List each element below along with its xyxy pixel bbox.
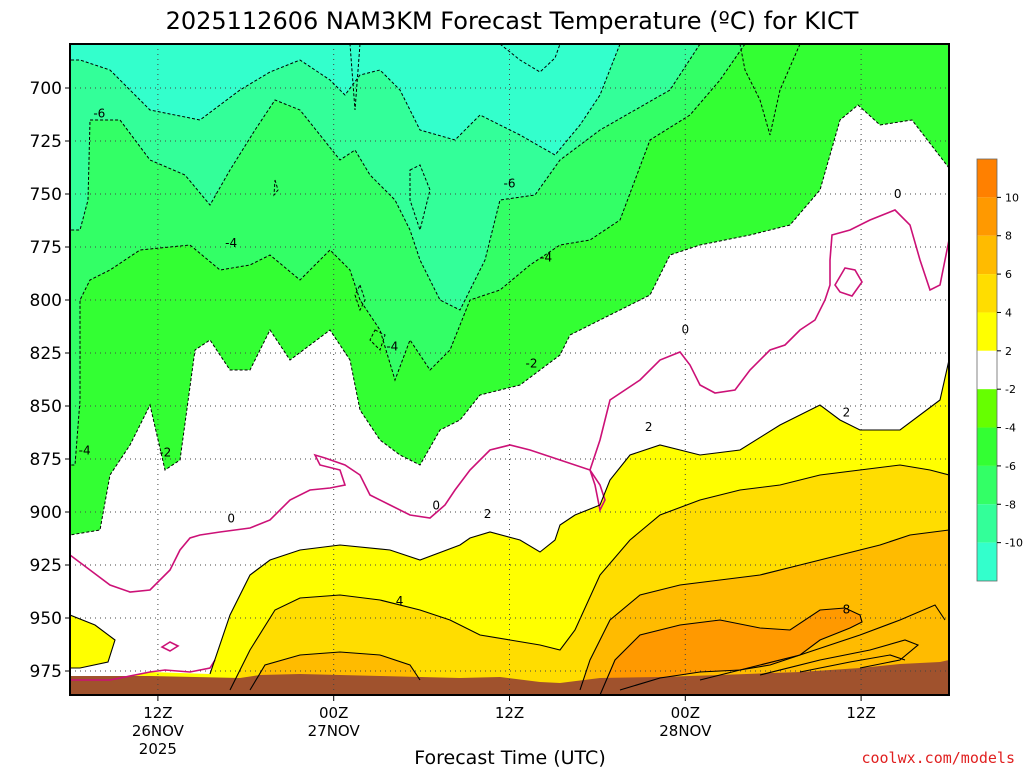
contour-label: -2 xyxy=(159,446,171,460)
contour-label: -6 xyxy=(504,176,516,190)
y-axis: 700 725 750 775 800 825 850 875 900 925 950 975 xyxy=(30,79,70,682)
colorbar-swatch xyxy=(977,504,997,543)
credit-text: coolwx.com/models xyxy=(861,749,1015,767)
band-8-10 xyxy=(600,608,862,695)
contour-label: -6 xyxy=(93,106,105,120)
contour-label: -4 xyxy=(540,251,552,265)
colorbar-label: 10 xyxy=(1005,191,1019,204)
colorbar-swatch xyxy=(977,427,997,466)
y-tick-label: 950 xyxy=(30,609,62,629)
contour-label: 0 xyxy=(432,499,440,513)
positive-contours xyxy=(70,359,949,695)
y-tick-label: 900 xyxy=(30,503,62,523)
colorbar-label: -2 xyxy=(1005,383,1016,396)
contour-label: 2 xyxy=(843,405,851,419)
colorbar-swatch xyxy=(977,312,997,351)
y-tick-label: 750 xyxy=(30,185,62,205)
colorbar-swatch xyxy=(977,274,997,313)
contour-label: 8 xyxy=(843,603,851,617)
y-tick-label: 800 xyxy=(30,291,62,311)
chart-title: 2025112606 NAM3KM Forecast Temperature (… xyxy=(166,7,859,35)
contour-label: -4 xyxy=(79,444,91,458)
colorbar-swatch xyxy=(977,350,997,390)
colorbar-label: 8 xyxy=(1005,230,1012,243)
y-tick-label: 925 xyxy=(30,556,62,576)
colorbar-label: 6 xyxy=(1005,268,1012,281)
plot-area: -6 -6 -4 -4 -4 -4 -2 -2 0 0 0 0 2 2 2 4 8 xyxy=(70,44,949,695)
y-tick-label: 700 xyxy=(30,79,62,99)
colorbar-swatch xyxy=(977,465,997,505)
contour-label: -4 xyxy=(225,236,237,250)
x-tick-label: 2025 xyxy=(139,740,177,758)
y-tick-label: 875 xyxy=(30,450,62,470)
contour-label: 2 xyxy=(645,420,653,434)
contour-label: 0 xyxy=(894,187,902,201)
colorbar-label: 4 xyxy=(1005,306,1012,319)
x-tick-label: 26NOV xyxy=(132,722,185,740)
contour-label: 2 xyxy=(484,507,492,521)
colorbar-swatch xyxy=(977,197,997,236)
y-tick-label: 850 xyxy=(30,397,62,417)
contour-label: 0 xyxy=(227,511,235,525)
band-2-4-left xyxy=(70,615,115,668)
colorbar-swatch xyxy=(977,235,997,275)
zero-contours xyxy=(70,209,949,681)
grid xyxy=(70,44,949,695)
colorbar-frame xyxy=(976,158,998,582)
y-tick-label: 775 xyxy=(30,238,62,258)
contour-label: 4 xyxy=(396,594,404,608)
colorbar: 10 8 6 4 2 -2 -4 -6 -8 -10 xyxy=(976,158,1023,582)
colorbar-label: -6 xyxy=(1005,460,1016,473)
contour-label: -2 xyxy=(525,357,537,371)
ground xyxy=(70,660,949,695)
x-tick-label: 12Z xyxy=(143,704,172,722)
x-tick-label: 27NOV xyxy=(308,722,361,740)
x-tick-label: 12Z xyxy=(846,704,875,722)
y-tick-label: 975 xyxy=(30,662,62,682)
contour-label: 0 xyxy=(681,323,689,337)
colorbar-swatch xyxy=(977,159,997,198)
colorbar-swatch xyxy=(977,389,997,428)
colorbar-label: -4 xyxy=(1005,422,1016,435)
negative-contours xyxy=(70,44,949,536)
colorbar-label: -8 xyxy=(1005,498,1016,511)
x-axis-label: Forecast Time (UTC) xyxy=(414,747,605,768)
x-tick-label: 00Z xyxy=(319,704,348,722)
x-tick-label: 12Z xyxy=(495,704,524,722)
y-tick-label: 825 xyxy=(30,344,62,364)
colorbar-swatch xyxy=(977,542,997,581)
x-tick-label: 28NOV xyxy=(659,722,712,740)
colorbar-label: 2 xyxy=(1005,345,1012,358)
band-minus10-minus8 xyxy=(70,44,620,155)
colorbar-label: -10 xyxy=(1005,537,1023,550)
contour-labels: -6 -6 -4 -4 -4 -4 -2 -2 0 0 0 0 2 2 2 4 8 xyxy=(79,106,902,616)
y-tick-label: 725 xyxy=(30,132,62,152)
contour-label: -4 xyxy=(386,340,398,354)
x-tick-label: 00Z xyxy=(671,704,700,722)
